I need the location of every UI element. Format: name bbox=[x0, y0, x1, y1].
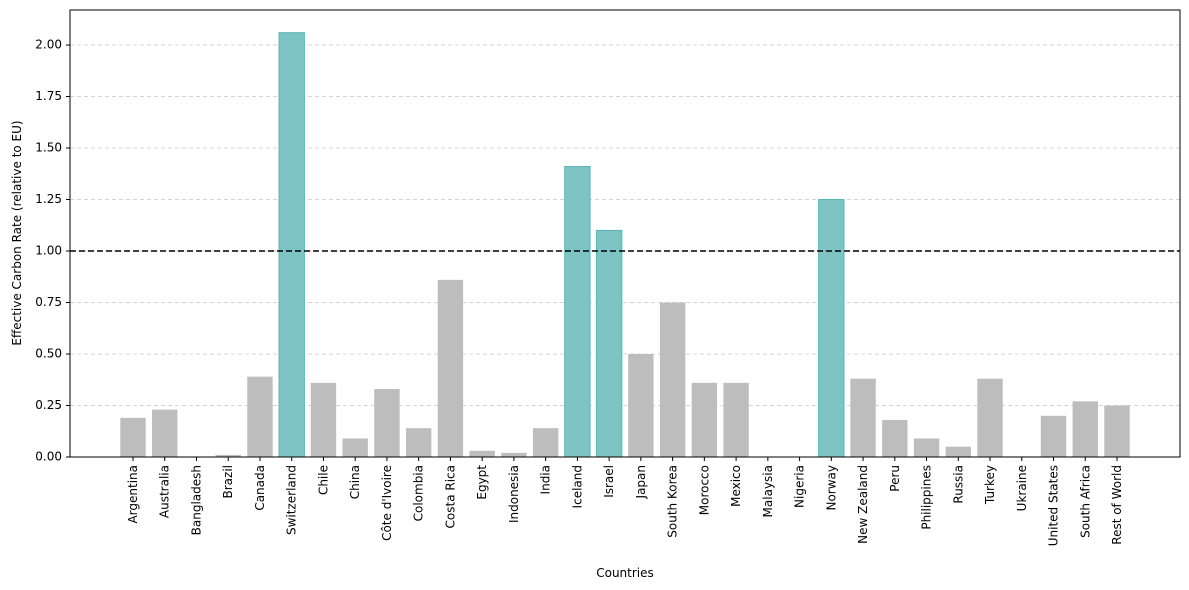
plot-frame bbox=[69, 9, 1181, 458]
bar bbox=[691, 382, 718, 457]
x-tick-label: South Africa bbox=[1078, 465, 1092, 538]
x-tick-label: Brazil bbox=[221, 465, 235, 499]
x-tick-label: Costa Rica bbox=[443, 465, 457, 528]
x-tick-label: Switzerland bbox=[285, 465, 299, 535]
bar bbox=[501, 452, 527, 457]
x-tick-label: Canada bbox=[253, 465, 267, 511]
bar bbox=[342, 438, 368, 457]
x-tick-label: Bangladesh bbox=[189, 465, 203, 535]
y-tick-label: 1.25 bbox=[35, 192, 62, 206]
y-tick-label: 0.25 bbox=[35, 398, 62, 412]
bar bbox=[882, 419, 908, 457]
x-tick-label: Peru bbox=[888, 465, 902, 492]
bar bbox=[564, 166, 591, 458]
y-tick-label: 1.50 bbox=[35, 141, 62, 155]
x-tick-label: Iceland bbox=[570, 465, 584, 508]
x-tick-label: New Zealand bbox=[856, 465, 870, 544]
bar bbox=[215, 454, 241, 457]
x-tick-label: South Korea bbox=[666, 465, 680, 538]
x-tick-label: Israel bbox=[602, 465, 616, 498]
bar bbox=[659, 302, 686, 457]
y-axis-label: Effective Carbon Rate (relative to EU) bbox=[10, 120, 24, 345]
x-tick-label: Indonesia bbox=[507, 465, 521, 523]
x-tick-label: United States bbox=[1047, 465, 1061, 546]
bar bbox=[310, 382, 337, 457]
bar bbox=[818, 199, 845, 458]
y-tick-label: 1.00 bbox=[35, 244, 62, 258]
bar bbox=[120, 417, 146, 457]
x-tick-label: Russia bbox=[951, 465, 965, 504]
bar bbox=[1104, 405, 1130, 457]
x-tick-label: India bbox=[539, 465, 553, 494]
bar bbox=[977, 378, 1003, 457]
x-axis-label: Countries bbox=[596, 566, 654, 580]
bar bbox=[405, 428, 432, 457]
x-tick-label: Malaysia bbox=[761, 465, 775, 517]
y-tick-label: 2.00 bbox=[35, 38, 62, 52]
bar bbox=[723, 382, 749, 457]
x-tick-label: Argentina bbox=[126, 465, 140, 524]
bar bbox=[469, 450, 495, 457]
y-tick-label: 0.75 bbox=[35, 295, 62, 309]
x-tick-label: Philippines bbox=[920, 465, 934, 530]
bar bbox=[945, 446, 971, 457]
x-tick-label: Egypt bbox=[475, 465, 489, 500]
bar bbox=[532, 428, 559, 457]
bar bbox=[628, 354, 654, 457]
x-tick-label: Chile bbox=[316, 465, 330, 495]
x-tick-label: China bbox=[348, 465, 362, 499]
y-tick-label: 0.00 bbox=[35, 450, 62, 464]
x-tick-label: Rest of World bbox=[1110, 465, 1124, 545]
bar bbox=[595, 229, 623, 458]
bar bbox=[913, 438, 940, 457]
y-tick-label: 0.50 bbox=[35, 347, 62, 361]
x-tick-label: Japan bbox=[634, 465, 648, 499]
y-tick-label: 1.75 bbox=[35, 89, 62, 103]
bar bbox=[247, 376, 273, 457]
x-tick-label: Turkey bbox=[983, 465, 997, 505]
bar bbox=[152, 409, 178, 457]
bar bbox=[374, 389, 400, 457]
x-tick-label: Ukraine bbox=[1015, 465, 1029, 511]
x-tick-label: Colombia bbox=[412, 465, 426, 521]
bar bbox=[1072, 401, 1098, 457]
x-tick-label: Norway bbox=[824, 465, 838, 511]
bar bbox=[850, 378, 876, 457]
x-tick-label: Côte d'Ivoire bbox=[380, 465, 394, 541]
x-tick-label: Nigeria bbox=[793, 465, 807, 508]
bar bbox=[1040, 415, 1067, 457]
bar bbox=[437, 279, 464, 457]
x-tick-label: Morocco bbox=[697, 465, 711, 515]
x-tick-label: Mexico bbox=[729, 465, 743, 507]
bar bbox=[278, 32, 305, 458]
x-tick-label: Australia bbox=[158, 465, 172, 518]
